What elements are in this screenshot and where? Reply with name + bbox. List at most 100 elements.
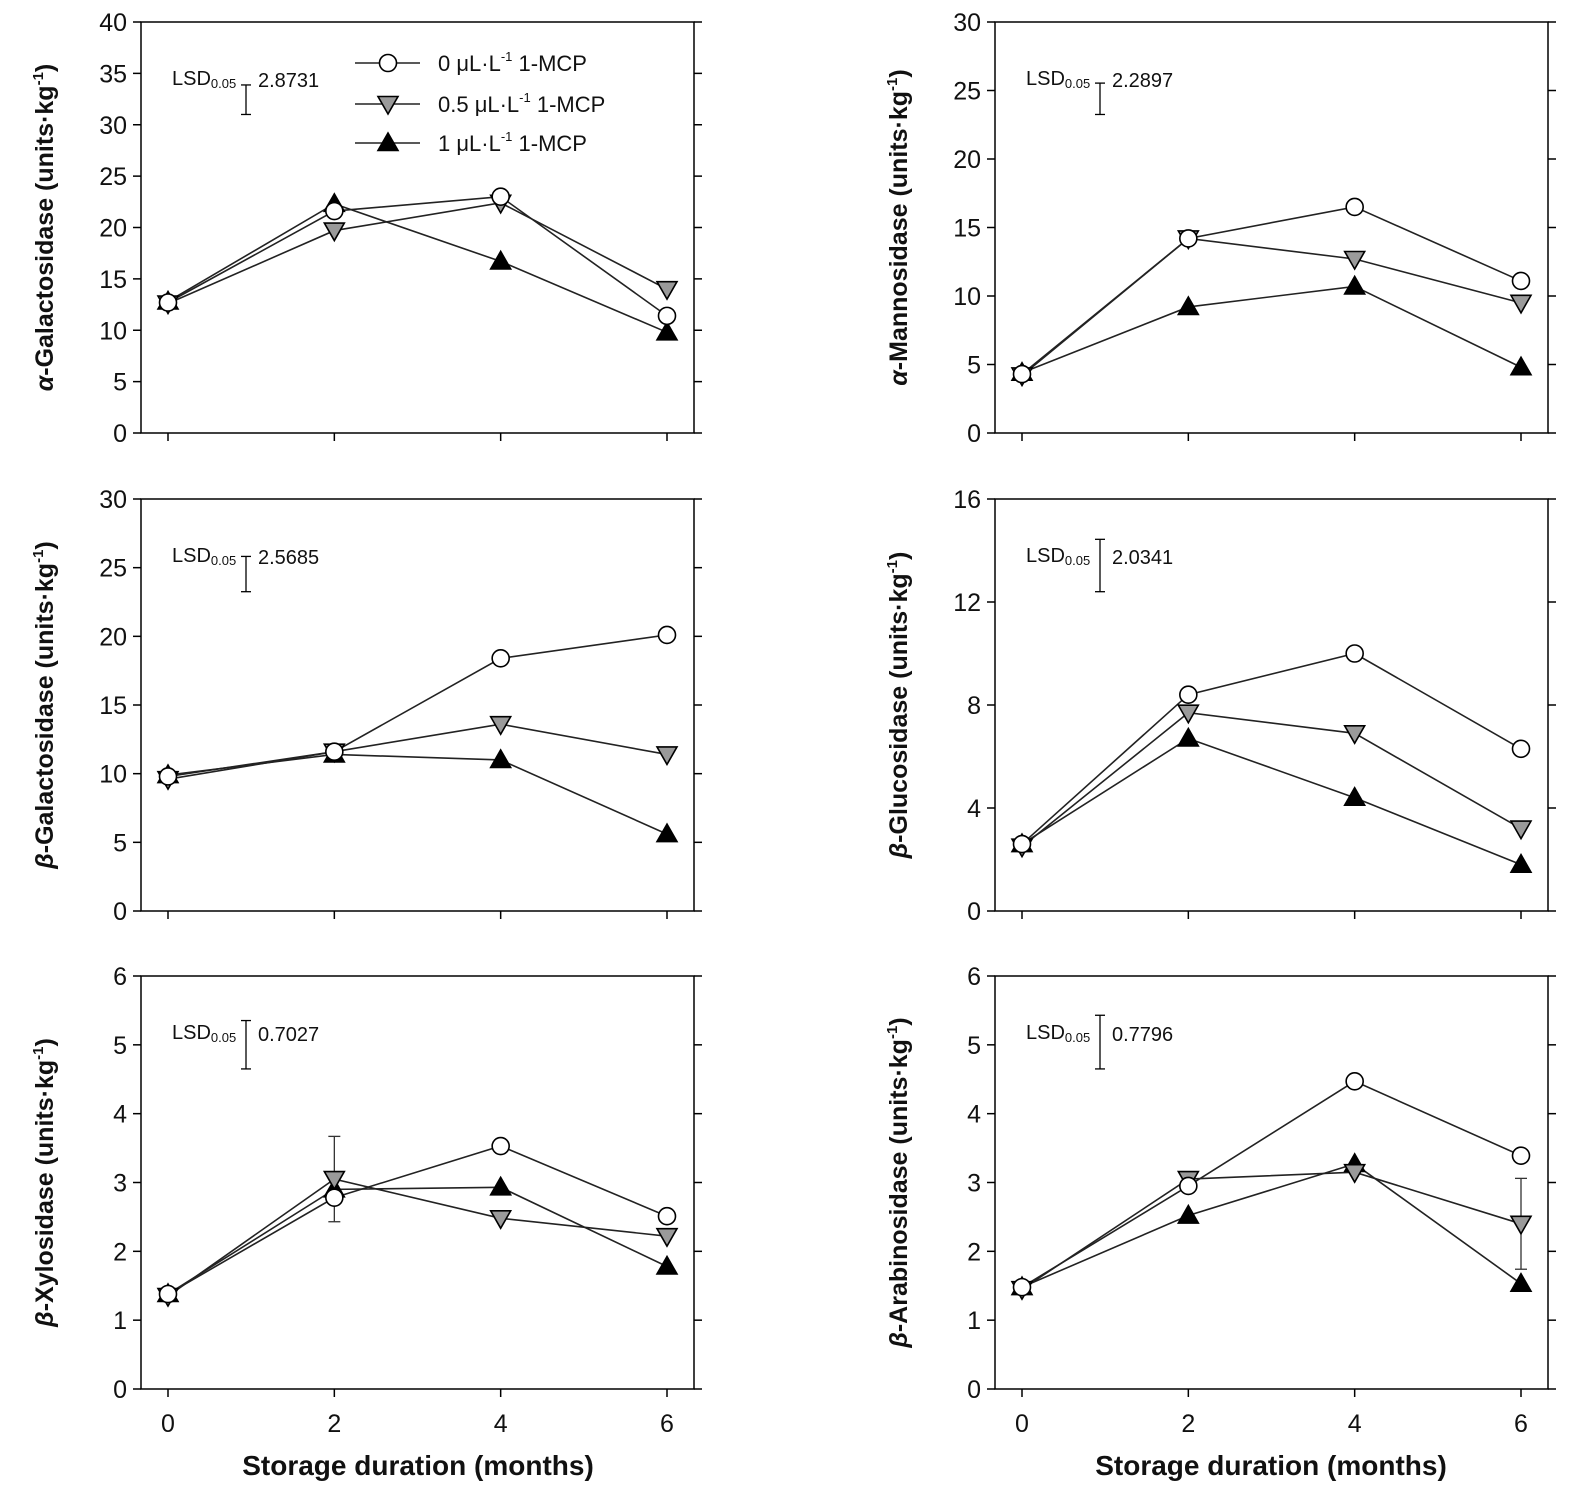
y-tick-label: 10 [99,761,127,789]
y-tick-label: 30 [99,486,127,514]
series-1-mcp-line [167,202,668,334]
lsd-value: 0.7027 [258,1024,319,1046]
legend-item-3: 1 μL·L-1 1-MCP [355,129,587,156]
y-axis-label-name: -Galactosidase [31,675,59,853]
series-0-5-mcp-point [1343,250,1367,271]
y-axis-label-name: -Mannosidase [885,203,913,370]
legend-label: 0 μL·L-1 1-MCP [438,49,587,76]
series-0-5-mcp-point [1509,1215,1533,1236]
y-tick-label: 10 [953,283,981,311]
black-up-triangle-icon [376,131,400,152]
legend-label-text: 0 μL·L [438,51,501,76]
lsd-label-subscript: 0.05 [1065,553,1090,568]
series-1-mcp-point [1176,1203,1200,1224]
legend-label-text: 1 μL·L [438,131,501,156]
series-0-5-mcp-point [489,1209,513,1230]
y-axis-label-name: -Galactosidase [31,198,59,376]
y-tick-label: 20 [99,215,127,243]
y-axis-label-name: -Xylosidase [31,1172,59,1311]
x-tick-label: 4 [494,1410,508,1438]
lsd-bar [241,1019,251,1070]
y-tick-label: 12 [953,589,981,617]
y-tick-label: 5 [113,1032,127,1060]
y-tick-label: 25 [953,78,981,106]
series-0-mcp-point [325,1188,344,1207]
y-axis-label-prefix: β [31,853,59,870]
open-circle-icon [378,53,398,73]
series-0-5-mcp-point [655,1227,679,1248]
lsd-label: LSD0.05 [1026,545,1090,568]
x-axis-title: Storage duration (months) [242,1450,594,1481]
y-axis-label-units-sup: -1 [884,78,901,91]
y-axis-label-prefix: β [31,1311,59,1328]
y-axis-label-units-sup: -1 [30,1047,47,1060]
y-axis-label-units: (units·kg [885,573,913,686]
y-axis-label-name: -Glucosidase [885,686,913,843]
series-0-5-mcp-point [1509,294,1533,315]
series-0-mcp-point [1012,1277,1032,1297]
y-axis-label-prefix: α [885,369,913,386]
y-tick-label: 6 [967,963,981,991]
y-axis-label: β-Galactosidase (units·kg-1) [30,541,59,870]
y-axis-label: β-Glucosidase (units·kg-1) [884,552,913,860]
series-0-mcp-point [158,293,178,312]
y-axis-label-units-close: ) [885,552,913,560]
y-axis-label-units-close: ) [885,69,913,77]
x-tick-label: 6 [1514,1410,1528,1438]
y-tick-label: 25 [99,163,127,191]
legend-label-sup: -1 [501,49,513,64]
lsd-value: 2.2897 [1112,70,1173,92]
y-axis-label-units-sup: -1 [30,550,47,563]
y-axis-label-prefix: β [885,1332,913,1349]
lsd-label-text: LSD [1026,545,1065,567]
y-tick-label: 0 [967,898,981,926]
y-axis-label-name: -Arabinosidase [885,1151,913,1332]
legend-label-suffix: 1-MCP [531,92,606,117]
series-1-mcp-point [1509,1272,1533,1292]
series-0-5-mcp-point [655,746,679,767]
y-axis-label-units: (units·kg [31,1060,59,1173]
series-0-5-mcp-point [1343,1163,1367,1184]
y-tick-label: 5 [967,352,981,380]
legend-label-suffix: 1-MCP [512,131,587,156]
y-tick-label: 0 [967,420,981,448]
series-1-mcp-point [1343,786,1367,807]
series-0-mcp-point [1179,1176,1198,1196]
y-tick-label: 40 [99,9,127,37]
y-axis-label-units: (units·kg [885,1039,913,1152]
lsd-value: 2.8731 [258,70,319,92]
chart-panel-3: 0 5 10 15 20 25 30 β-Galactosidase (units·kg-1)… [30,486,702,926]
series-0-mcp-line [1021,1080,1522,1288]
series-0-5-mcp-point [322,1170,346,1191]
series-0-5-mcp-line [1021,237,1522,377]
lsd-label-subscript: 0.05 [1065,76,1090,91]
series-0-mcp-point [491,1136,510,1156]
lsd-label-text: LSD [172,545,211,567]
x-tick-label: 2 [327,1410,341,1438]
lsd-label: LSD0.05 [172,68,236,91]
series-1-mcp-point [1343,274,1367,295]
series-0-5-mcp-line [1021,711,1522,848]
series-0-mcp-point [657,306,677,326]
series-0-mcp-point [1511,1146,1531,1165]
y-tick-label: 20 [953,146,981,174]
lsd-bar [241,84,251,116]
series-1-mcp-point [489,249,513,270]
lsd-value: 2.5685 [258,547,319,569]
chart-panel-1: 0 5 10 15 20 25 30 35 40 α-Galactosidase (units·k… [30,9,702,448]
lsd-label: LSD0.05 [1026,68,1090,91]
chart-panel-2: 0 5 10 15 20 25 30 α-Mannosidase (units·kg-1) LS… [884,9,1556,448]
lsd-bar [1095,1014,1105,1070]
series-0-mcp-point [1012,834,1032,854]
y-axis-label: α-Mannosidase (units·kg-1) [884,69,913,385]
y-axis-label-units-sup: -1 [30,72,47,85]
series-0-mcp-point [657,625,677,645]
series-0-mcp-point [325,742,344,761]
x-tick-label: 0 [1015,1410,1029,1438]
series-1-mcp-point [489,1175,513,1196]
series-0-mcp-point [657,1206,677,1226]
gray-down-triangle-icon [376,95,400,116]
